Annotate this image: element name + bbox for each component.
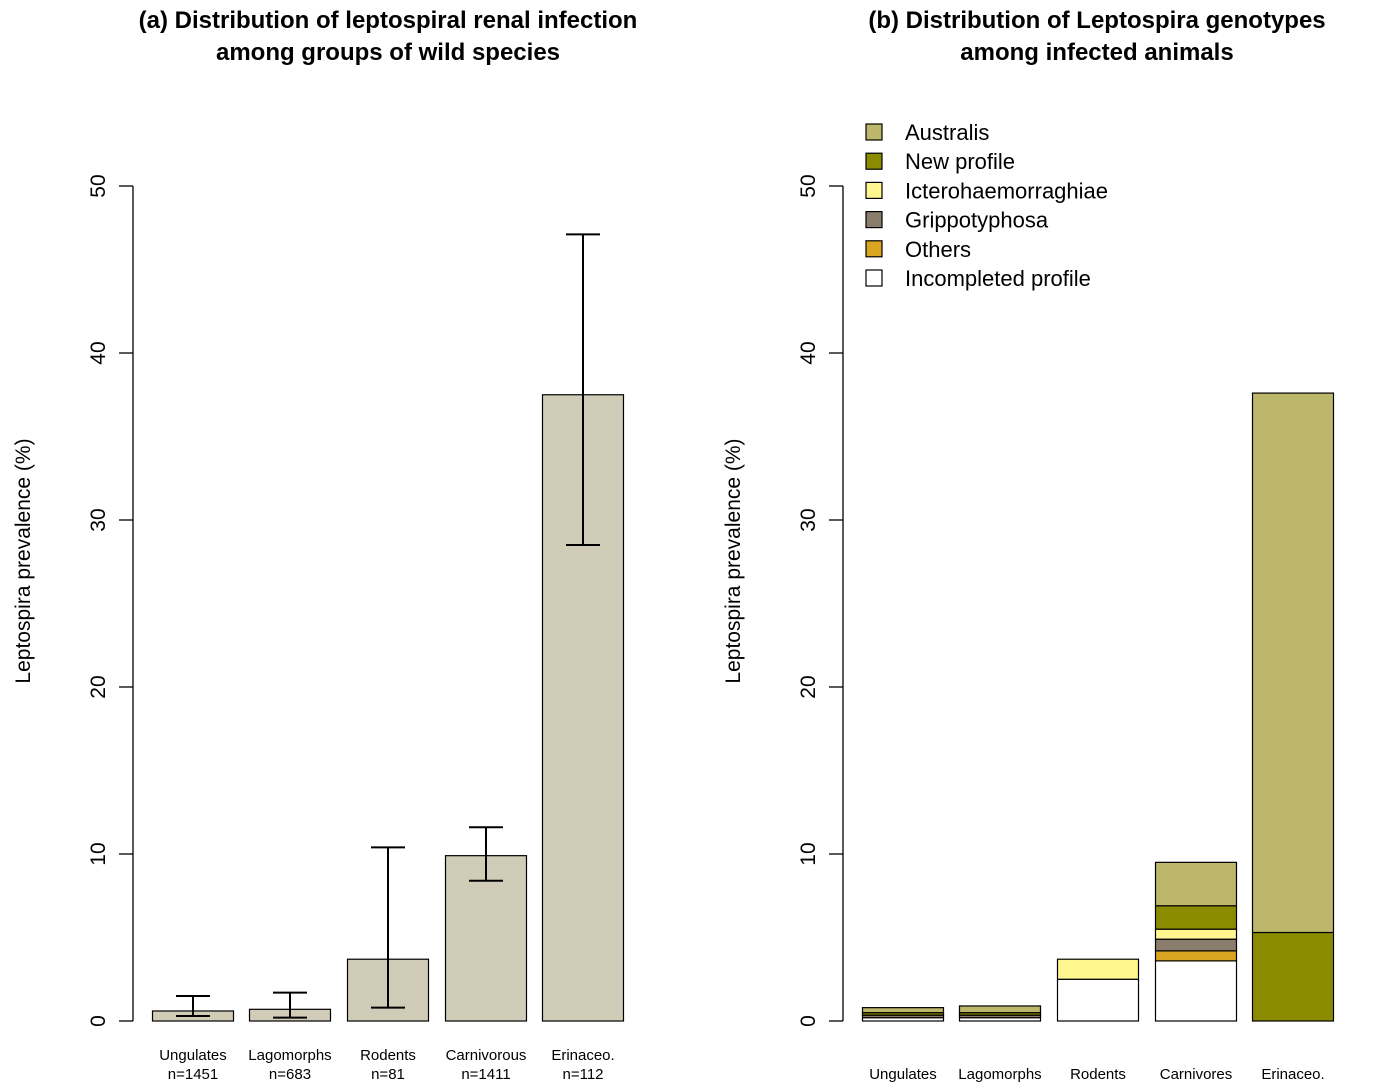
panel-b-bar-segment	[1154, 960, 1238, 1022]
panel-a-category-label: Rodents	[360, 1047, 416, 1064]
panel-b-y-tick-label: 50	[797, 174, 820, 197]
panel-b-stacked-bars	[861, 392, 1335, 1022]
panel-a-category-label: Ungulates	[159, 1047, 227, 1064]
panel-b-y-tick-label: 20	[797, 675, 820, 698]
panel-b-y-tick-label: 0	[797, 1015, 820, 1027]
panel-b-bar-segment	[1154, 938, 1238, 952]
panel-a-sample-size-label: n=1411	[461, 1066, 510, 1082]
panel-a-y-axis: 0 10 20 30 40 50	[87, 174, 134, 1027]
panel-b: (b) Distribution of Leptospira genotypes…	[722, 7, 1335, 1082]
panel-a-bar	[444, 855, 528, 1022]
panel-a-y-tick-label: 0	[87, 1015, 110, 1027]
legend-label: Icterohaemorraghiae	[905, 178, 1108, 203]
panel-a-y-axis-label: Leptospira prevalence (%)	[12, 438, 35, 683]
panel-b-y-tick-label: 10	[797, 842, 820, 865]
panel-a-title-line1: (a) Distribution of leptospiral renal in…	[139, 7, 638, 34]
panel-b-bar-segment	[1154, 861, 1238, 907]
panel-a-sample-size-label: n=112	[562, 1066, 603, 1082]
panel-a-y-tick-label: 50	[87, 174, 110, 197]
panel-b-bar-segment	[1056, 958, 1140, 980]
legend-label: Australis	[905, 120, 989, 145]
panel-a-sample-size-label: n=81	[371, 1066, 405, 1082]
legend-swatch	[865, 152, 883, 170]
panel-a-category-label: Lagomorphs	[248, 1047, 331, 1064]
panel-b-title-line1: (b) Distribution of Leptospira genotypes	[868, 7, 1325, 34]
panel-b-y-axis: 0 10 20 30 40 50	[797, 174, 844, 1027]
panel-b-bar-segment	[958, 1005, 1042, 1014]
panel-b-category-label: Erinaceo.	[1261, 1066, 1324, 1082]
panel-b-bar-segment	[1154, 905, 1238, 930]
panel-a-y-tick-label: 40	[87, 341, 110, 364]
panel-b-category-label: Lagomorphs	[958, 1066, 1041, 1082]
panel-b-category-label: Carnivores	[1160, 1066, 1233, 1082]
panel-b-bar-segment	[1154, 928, 1238, 940]
legend-label: Grippotyphosa	[905, 208, 1049, 233]
legend-label: New profile	[905, 149, 1015, 174]
panel-a-sample-size-label: n=683	[269, 1066, 311, 1082]
panel-b-bar-segment	[1251, 931, 1335, 1022]
legend-swatch	[865, 240, 883, 258]
panel-a-category-label: Erinaceo.	[551, 1047, 614, 1064]
panel-a-y-tick-label: 30	[87, 508, 110, 531]
legend-swatch	[865, 123, 883, 141]
panel-a: (a) Distribution of leptospiral renal in…	[12, 7, 637, 1082]
legend-swatch	[865, 211, 883, 229]
panel-a-y-tick-label: 10	[87, 842, 110, 865]
panel-b-bar-segment	[1056, 978, 1140, 1022]
legend-label: Others	[905, 237, 971, 262]
panel-a-error-bars	[176, 233, 600, 1019]
legend-label: Incompleted profile	[905, 266, 1091, 291]
panel-b-y-tick-label: 30	[797, 508, 820, 531]
panel-b-y-tick-label: 40	[797, 341, 820, 364]
panel-b-bar-segment	[1251, 392, 1335, 934]
panel-b-category-label: Ungulates	[869, 1066, 937, 1082]
panel-b-bar-segment	[861, 1007, 945, 1014]
panel-a-sample-size-label: n=1451	[168, 1066, 218, 1082]
legend-swatch	[865, 181, 883, 199]
panel-a-title-line2: among groups of wild species	[216, 39, 560, 66]
legend-swatch	[865, 269, 883, 287]
panel-b-bar-segment	[1154, 950, 1238, 962]
panel-b-category-label: Rodents	[1070, 1066, 1126, 1082]
panel-b-title-line2: among infected animals	[960, 39, 1233, 66]
panel-a-category-label: Carnivorous	[446, 1047, 527, 1064]
panel-b-category-labels: Ungulates Lagomorphs Rodents Carnivores Erin…	[869, 1066, 1324, 1082]
panel-a-category-labels: Ungulates n=1451 Lagomorphs n=683 Rodents n=8…	[159, 1047, 614, 1082]
panel-a-y-tick-label: 20	[87, 675, 110, 698]
panel-b-legend: Australis New profile Icterohaemorraghiae G…	[865, 120, 1108, 291]
panel-b-y-axis-label: Leptospira prevalence (%)	[722, 438, 745, 683]
